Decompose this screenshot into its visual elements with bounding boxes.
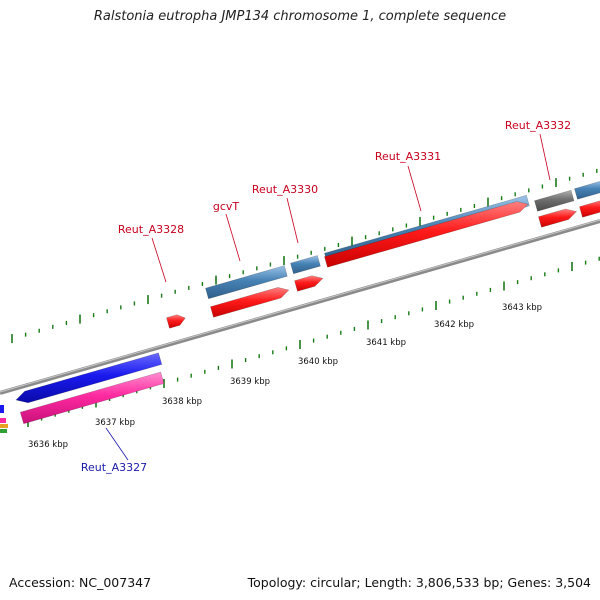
- kbp-label: 3643 kbp: [502, 303, 542, 313]
- cds-red-reut-a3330[interactable]: [294, 275, 324, 292]
- cds-red-reut-a3332[interactable]: [538, 208, 578, 228]
- kbp-label: 3640 kbp: [298, 357, 338, 367]
- edge-features-left: [0, 405, 8, 433]
- gene-labels: Reut_A3327 Reut_A3328 gcvT Reut_A3330 Re…: [81, 119, 571, 474]
- cds-steelblue-reut-a3330[interactable]: [290, 255, 321, 275]
- tick-row-upper: [11, 168, 598, 344]
- backbone-line: [0, 219, 600, 395]
- gene-track: [15, 180, 600, 425]
- accession-text: Accession: NC_007347: [9, 575, 152, 590]
- gene-label-reut-a3331[interactable]: Reut_A3331: [375, 150, 441, 163]
- kbp-label: 3639 kbp: [230, 377, 270, 387]
- cds-red-gcvt[interactable]: [210, 287, 290, 318]
- cds-gray-reut-a3332[interactable]: [534, 189, 575, 212]
- topology-text: Topology: circular; Length: 3,806,533 bp…: [247, 575, 591, 590]
- kbp-label: 3638 kbp: [162, 397, 202, 407]
- gene-label-reut-a3330[interactable]: Reut_A3330: [252, 183, 318, 196]
- cds-steelblue-edge[interactable]: [574, 180, 600, 200]
- gene-label-gcvt[interactable]: gcvT: [213, 200, 240, 213]
- cds-red-reut-a3328[interactable]: [166, 314, 186, 329]
- tick-row-lower: [27, 256, 600, 427]
- kbp-label: 3636 kbp: [28, 440, 68, 450]
- kbp-label: 3637 kbp: [95, 418, 135, 428]
- cds-blue-reut-a3327[interactable]: [15, 352, 163, 404]
- kbp-label: 3641 kbp: [366, 338, 406, 348]
- label-leaders: [105, 133, 551, 461]
- gene-label-reut-a3328[interactable]: Reut_A3328: [118, 223, 184, 236]
- kbp-label: 3642 kbp: [434, 320, 474, 330]
- cds-red-reut-a3331[interactable]: [324, 201, 529, 268]
- cds-red-edge[interactable]: [579, 200, 600, 218]
- gene-label-reut-a3327[interactable]: Reut_A3327: [81, 461, 147, 474]
- map-title: Ralstonia eutropha JMP134 chromosome 1, …: [93, 9, 507, 24]
- cds-steelblue-gcvt[interactable]: [205, 265, 288, 300]
- kbp-labels: 3636 kbp 3637 kbp 3638 kbp 3639 kbp 3640…: [28, 303, 542, 450]
- cds-pink-reut-a3327[interactable]: [19, 371, 165, 425]
- gene-label-reut-a3332[interactable]: Reut_A3332: [505, 119, 571, 132]
